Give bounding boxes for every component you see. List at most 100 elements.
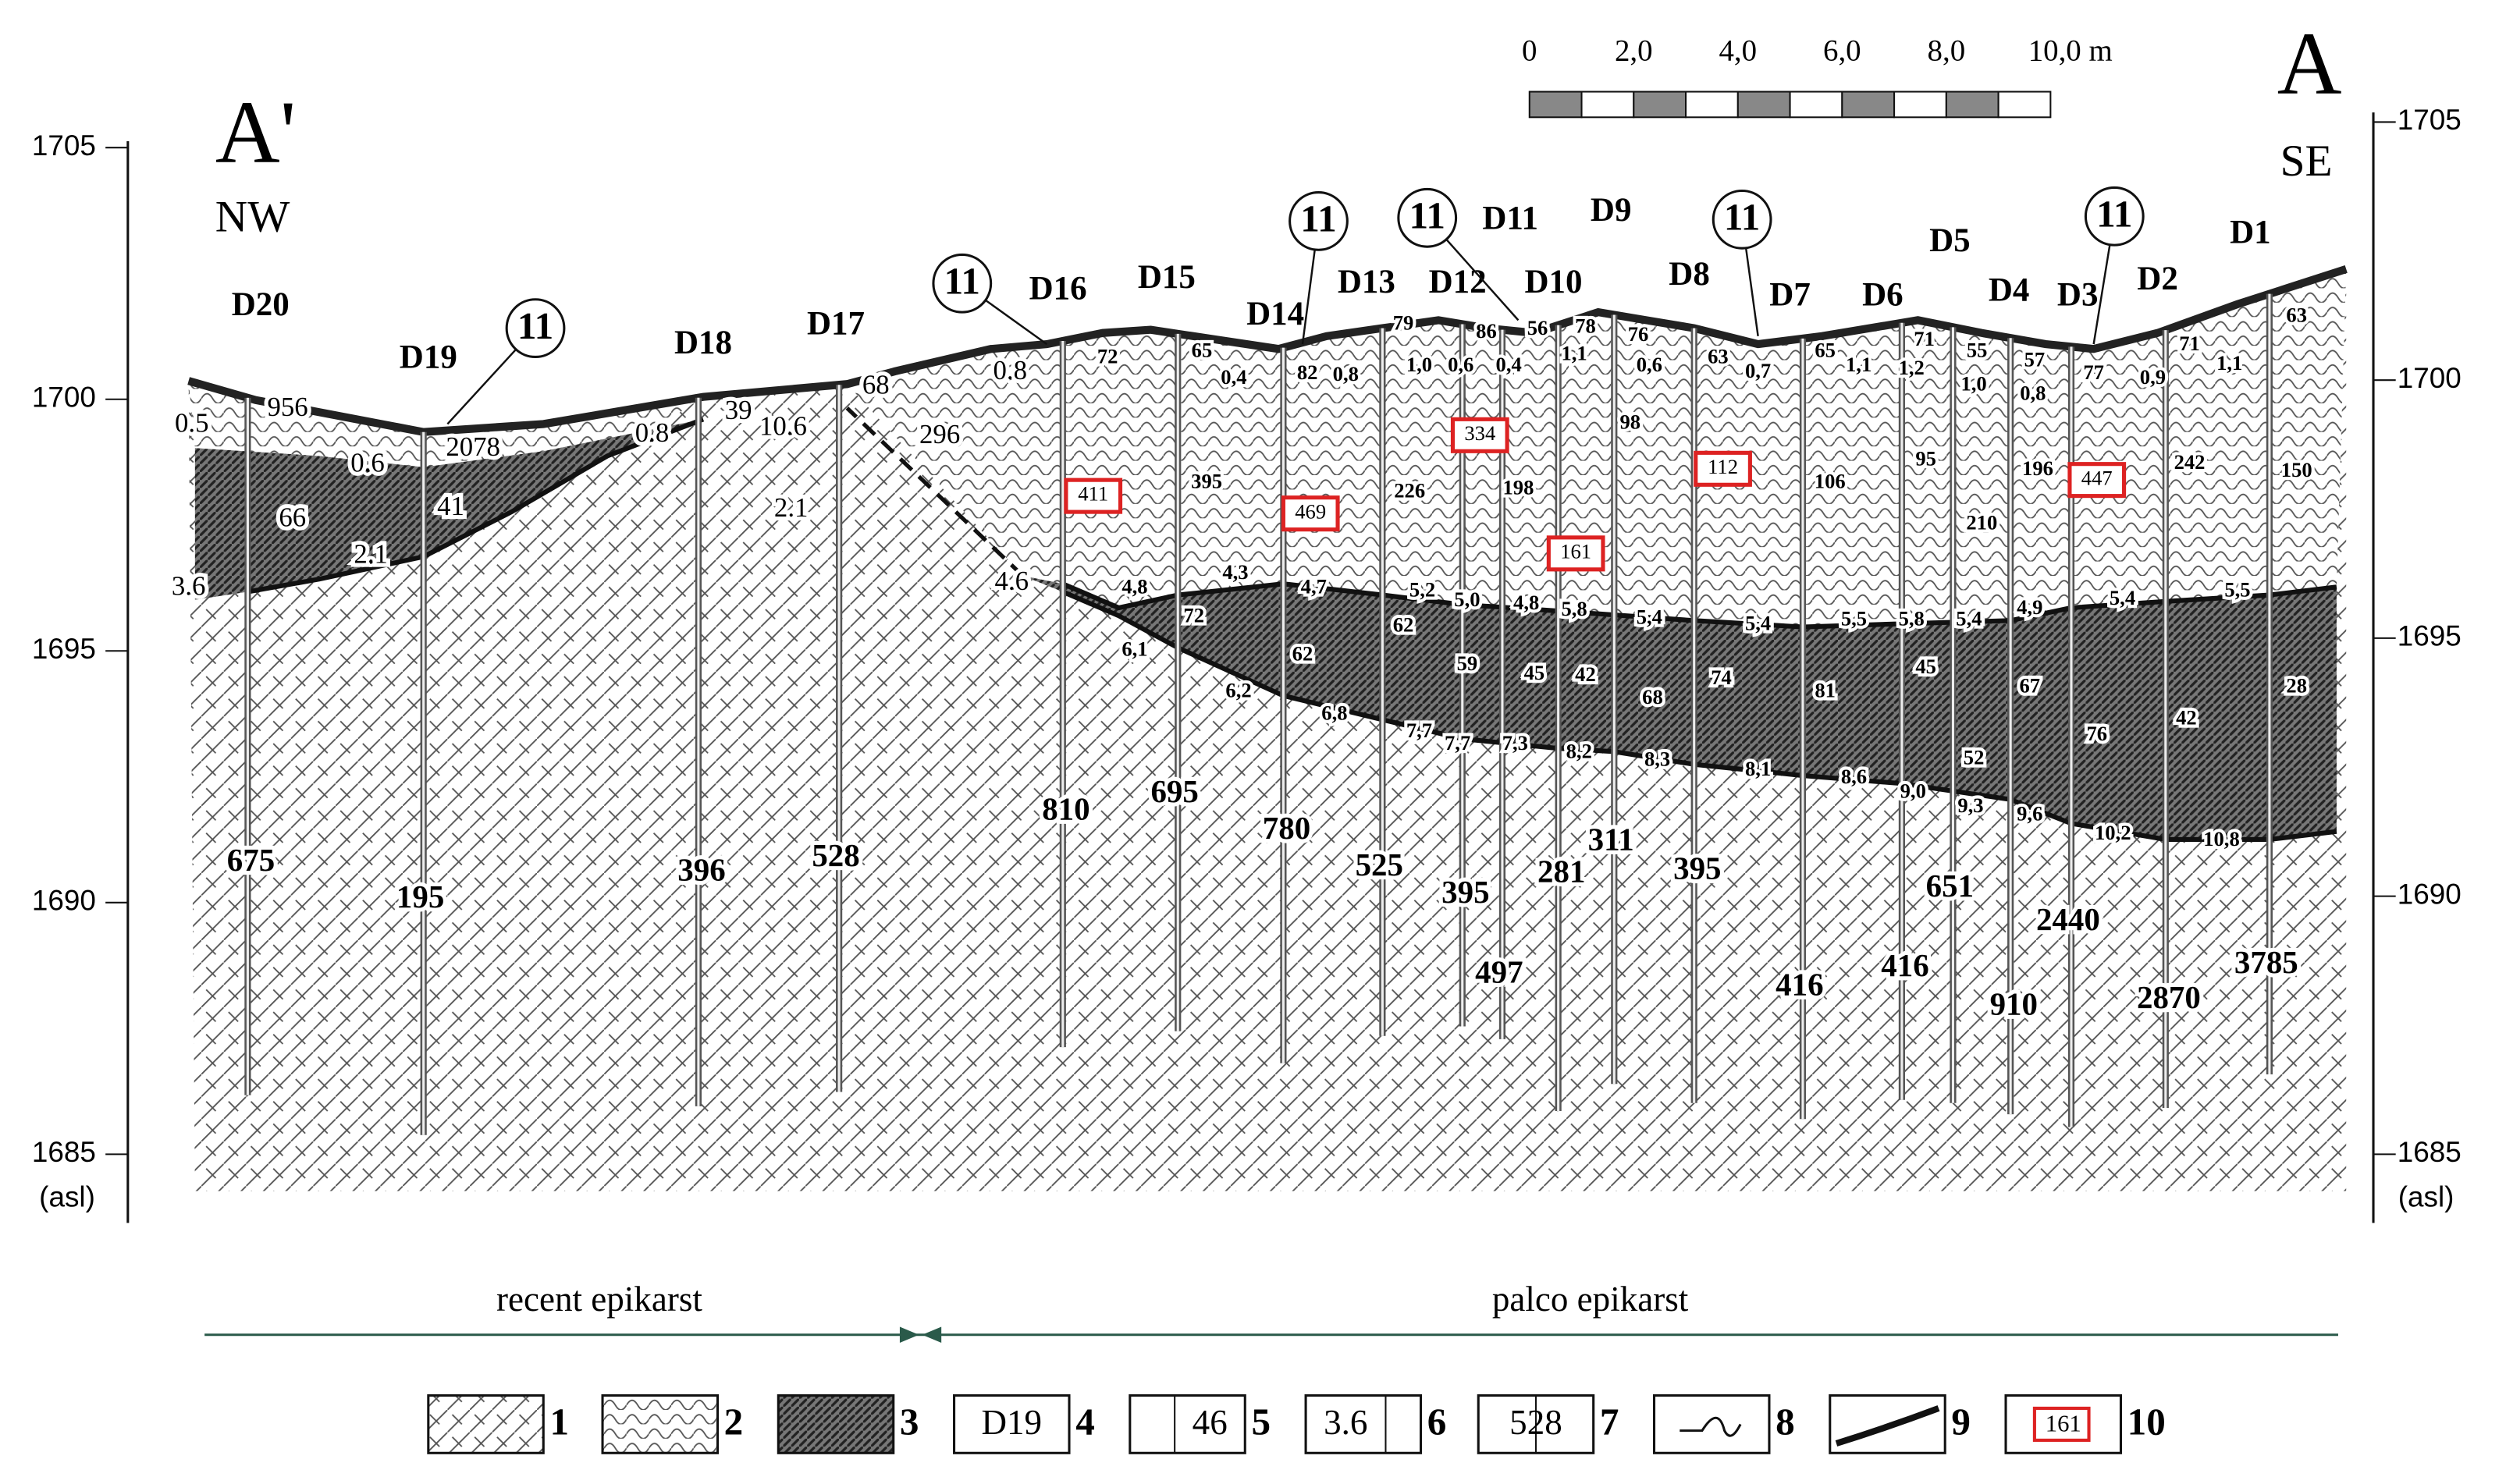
marker-leader (1301, 249, 1316, 345)
annotation: 63 (1708, 345, 1729, 368)
legend-sample: D19 (981, 1403, 1042, 1442)
borehole-name: D6 (1862, 277, 1903, 314)
annotation: 98 (1619, 410, 1640, 434)
resistivity: 395 (1673, 850, 1721, 886)
annotation: 56 (1527, 316, 1548, 339)
boundary-dashed (845, 407, 1025, 577)
resistivity: 810 (1042, 791, 1089, 826)
annotation: 198 (1502, 476, 1534, 499)
annotation: 196 (2022, 456, 2053, 480)
arrowheads (899, 1326, 942, 1343)
legend-number: 10 (2127, 1401, 2166, 1443)
scale-label: 0 (1522, 34, 1537, 67)
resistivity: 2440 (2036, 902, 2100, 937)
resistivity: 525 (1356, 847, 1403, 882)
annotation: 1,1 (2216, 351, 2242, 375)
borehole-name: D11 (1482, 200, 1538, 236)
annotation: 1,1 (1846, 353, 1872, 376)
tick-label: 1700 (2398, 362, 2462, 394)
legend-swatch (427, 1394, 545, 1454)
annotation: 71 (2179, 332, 2200, 355)
annotation: 5,4 (1745, 612, 1771, 635)
annotation: 5,4 (1637, 605, 1662, 628)
annotation: 106 (1815, 469, 1846, 492)
borehole-name: D20 (232, 286, 290, 323)
marker-leader (446, 348, 517, 425)
annotation: 5,4 (2110, 586, 2135, 609)
annotation: 5,5 (1841, 606, 1867, 630)
marker (1712, 189, 1772, 250)
highlight-value: 334 (1464, 421, 1495, 445)
annotation: 0.5 (175, 408, 208, 438)
annotation: 62 (1393, 613, 1414, 637)
resistivity: 675 (227, 843, 275, 878)
resistivity: 281 (1537, 854, 1585, 889)
scale-segment (1841, 91, 1896, 119)
annotation: 0,7 (1745, 359, 1771, 382)
resistivity: 416 (1881, 948, 1928, 983)
legend-number: 2 (724, 1401, 744, 1443)
marker (1397, 187, 1458, 248)
surface (187, 264, 2348, 436)
scale-segment (1893, 91, 1947, 119)
annotation: 5,5 (2224, 578, 2250, 602)
borehole-name: D18 (674, 325, 732, 361)
tick-label: 1695 (32, 633, 96, 665)
highlight-value: 411 (1078, 482, 1108, 506)
tick-label: 1700 (32, 381, 96, 413)
annotation: 52 (1964, 746, 1985, 769)
marker-label: 11 (2096, 193, 2132, 236)
annotation: 28 (2286, 673, 2307, 697)
annotation: 4,7 (1301, 575, 1327, 598)
borehole-name: D12 (1429, 264, 1487, 300)
direction: NW (215, 193, 290, 242)
marker (1289, 191, 1349, 251)
resistivity: 416 (1776, 967, 1823, 1003)
annotation: 956 (268, 392, 308, 422)
highlight-box (1450, 417, 1509, 453)
scale-label: 8,0 (1928, 34, 1966, 67)
annotation: 86 (1476, 319, 1497, 343)
annotation: 8,6 (1841, 765, 1867, 788)
annotation: 71 (1914, 327, 1935, 350)
marker-leader (1445, 239, 1520, 321)
resistivity: 910 (1990, 986, 2038, 1021)
annotation: 2.1 (354, 538, 388, 569)
annotation: 1,0 (1960, 371, 1986, 395)
annotation: 67 (2019, 673, 2040, 697)
resistivity: 651 (1926, 868, 1974, 904)
annotation: 1,2 (1899, 356, 1925, 379)
marker-label: 11 (944, 260, 980, 303)
annotation: 4,8 (1513, 591, 1539, 614)
annotation: 4,8 (1121, 575, 1147, 598)
borehole-name: D5 (1929, 222, 1971, 259)
scale-label: 2,0 (1615, 34, 1653, 67)
annotation: 9,6 (2017, 801, 2042, 825)
borehole-name: D1 (2230, 215, 2271, 251)
annotation: 0,8 (1333, 362, 1359, 385)
resistivity: 2870 (2137, 980, 2201, 1015)
scale-segment (1945, 91, 1999, 119)
annotation: 7,7 (1445, 731, 1470, 754)
marker (932, 253, 993, 314)
annotation: 5,0 (1454, 588, 1480, 611)
annotation: 242 (2174, 450, 2206, 474)
annotation: 0,4 (1221, 365, 1246, 389)
highlight-box (1694, 450, 1752, 487)
annotation: 4,3 (1222, 560, 1248, 584)
resistivity: 497 (1475, 954, 1523, 989)
end-label: A (2277, 13, 2342, 112)
marker-label: 11 (1300, 197, 1336, 240)
annotation: 65 (1192, 338, 1213, 361)
annotation: 395 (1191, 469, 1222, 492)
scale-segment (1736, 91, 1791, 119)
marker-leader (2092, 244, 2111, 345)
annotation: 210 (1966, 511, 1997, 534)
borehole-name: D17 (807, 305, 865, 342)
resistivity: 528 (812, 838, 859, 873)
annotation: 8,1 (1745, 757, 1771, 780)
highlight-box (1064, 478, 1123, 514)
scale-label: 4,0 (1719, 34, 1757, 67)
highlight-box (2067, 462, 2127, 499)
